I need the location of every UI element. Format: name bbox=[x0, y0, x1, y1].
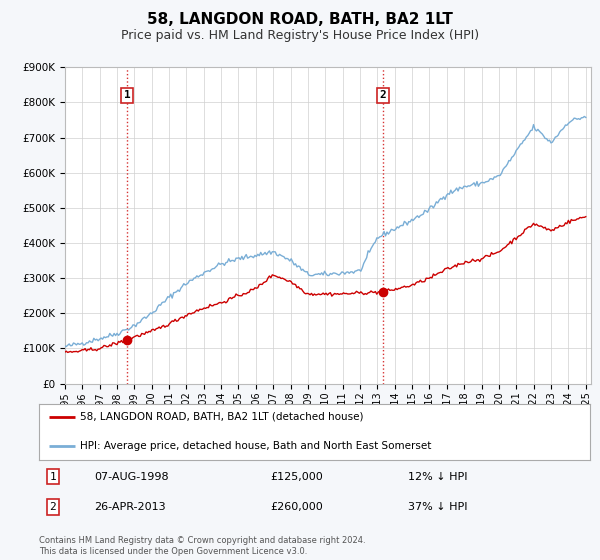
Text: 1: 1 bbox=[49, 472, 56, 482]
Text: 58, LANGDON ROAD, BATH, BA2 1LT: 58, LANGDON ROAD, BATH, BA2 1LT bbox=[147, 12, 453, 27]
Text: £125,000: £125,000 bbox=[271, 472, 323, 482]
Text: 1: 1 bbox=[124, 90, 131, 100]
Text: 2: 2 bbox=[49, 502, 56, 512]
Text: 37% ↓ HPI: 37% ↓ HPI bbox=[408, 502, 467, 512]
Text: HPI: Average price, detached house, Bath and North East Somerset: HPI: Average price, detached house, Bath… bbox=[80, 441, 431, 451]
Text: Price paid vs. HM Land Registry's House Price Index (HPI): Price paid vs. HM Land Registry's House … bbox=[121, 29, 479, 42]
Text: Contains HM Land Registry data © Crown copyright and database right 2024.
This d: Contains HM Land Registry data © Crown c… bbox=[39, 536, 365, 556]
Text: £260,000: £260,000 bbox=[271, 502, 323, 512]
Text: 26-APR-2013: 26-APR-2013 bbox=[94, 502, 166, 512]
Text: 2: 2 bbox=[380, 90, 386, 100]
Text: 12% ↓ HPI: 12% ↓ HPI bbox=[408, 472, 467, 482]
Text: 07-AUG-1998: 07-AUG-1998 bbox=[94, 472, 169, 482]
Text: 58, LANGDON ROAD, BATH, BA2 1LT (detached house): 58, LANGDON ROAD, BATH, BA2 1LT (detache… bbox=[80, 412, 364, 422]
